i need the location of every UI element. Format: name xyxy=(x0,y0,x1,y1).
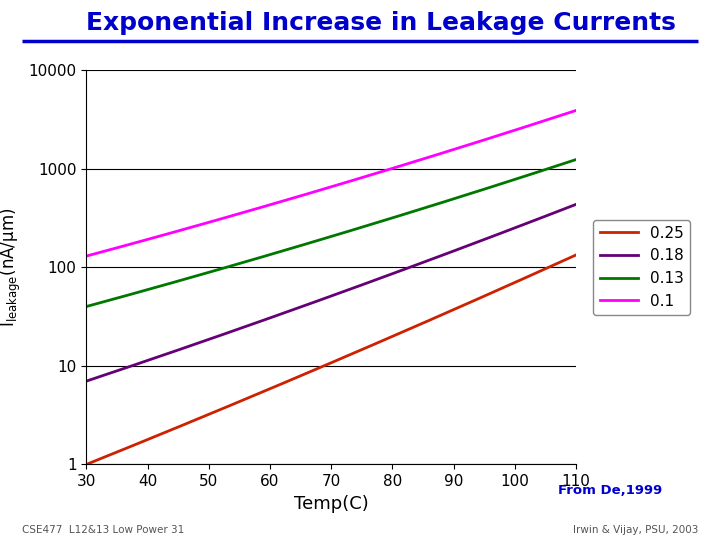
0.18 xyxy=(495,231,503,237)
0.18 xyxy=(526,219,534,225)
0.25 xyxy=(372,340,381,347)
0.1 xyxy=(382,167,390,173)
Legend: 0.25, 0.18, 0.13, 0.1: 0.25, 0.18, 0.13, 0.1 xyxy=(593,220,690,315)
0.18 xyxy=(382,273,390,279)
0.1 xyxy=(84,252,92,259)
0.1 xyxy=(82,253,91,259)
0.13 xyxy=(495,181,503,188)
0.13 xyxy=(572,156,580,163)
0.18 xyxy=(84,377,92,384)
Line: 0.18: 0.18 xyxy=(86,204,576,381)
0.18 xyxy=(572,201,580,207)
0.25 xyxy=(572,252,580,258)
Text: From De,1999: From De,1999 xyxy=(558,484,662,497)
0.13 xyxy=(84,303,92,309)
Line: 0.1: 0.1 xyxy=(86,111,576,256)
0.13 xyxy=(82,303,91,310)
0.13 xyxy=(372,220,381,226)
X-axis label: Temp(C): Temp(C) xyxy=(294,495,369,512)
0.25 xyxy=(374,340,382,346)
0.25 xyxy=(382,336,390,342)
0.1 xyxy=(526,122,534,129)
0.1 xyxy=(372,170,381,177)
0.1 xyxy=(495,132,503,138)
Line: 0.25: 0.25 xyxy=(86,255,576,464)
0.13 xyxy=(382,217,390,223)
Text: Irwin & Vijay, PSU, 2003: Irwin & Vijay, PSU, 2003 xyxy=(573,524,698,535)
0.13 xyxy=(374,219,382,226)
Text: CSE477  L12&13 Low Power 31: CSE477 L12&13 Low Power 31 xyxy=(22,524,184,535)
0.18 xyxy=(374,276,382,282)
0.13 xyxy=(526,171,534,178)
0.25 xyxy=(495,286,503,293)
0.25 xyxy=(526,272,534,279)
0.18 xyxy=(372,276,381,283)
0.25 xyxy=(82,461,91,468)
Text: Exponential Increase in Leakage Currents: Exponential Increase in Leakage Currents xyxy=(86,11,676,35)
0.1 xyxy=(374,170,382,176)
0.25 xyxy=(84,461,92,467)
Y-axis label: $\mathregular{I_{leakage}(nA/\mu m)}$: $\mathregular{I_{leakage}(nA/\mu m)}$ xyxy=(0,207,23,327)
0.1 xyxy=(572,107,580,114)
0.18 xyxy=(82,378,91,384)
Line: 0.13: 0.13 xyxy=(86,159,576,307)
